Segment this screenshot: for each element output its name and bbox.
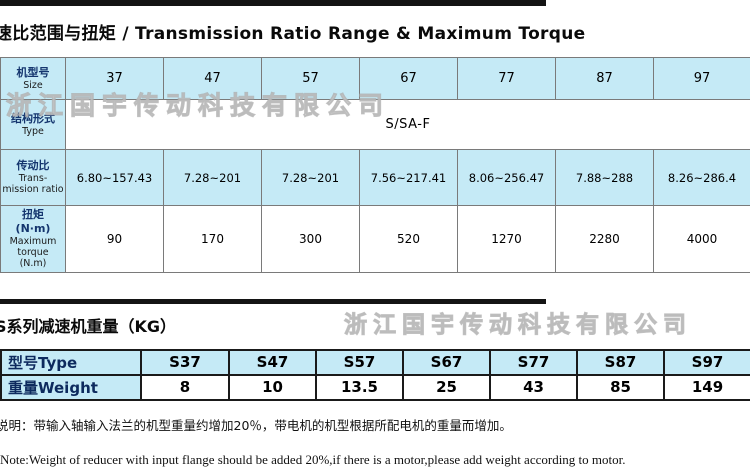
torque-value-cell: 1270 [458,206,556,273]
model-value-cell: S77 [490,350,577,375]
ratio-row-label: 传动比 Trans- mission ratio [1,150,66,206]
ratio-value-cell: 7.56~217.41 [360,150,458,206]
size-value-cell: 37 [66,58,164,100]
size-value-cell: 47 [164,58,262,100]
weight-value-cell: 43 [490,375,577,400]
ratio-value-cell: 8.06~256.47 [458,150,556,206]
torque-value-cell: 300 [262,206,360,273]
transmission-ratio-table: 机型号 Size 37 47 57 67 77 87 97 结构形式 Type … [0,57,750,273]
model-value-cell: S57 [316,350,403,375]
size-value-cell: 97 [654,58,750,100]
type-row-label: 结构形式 Type [1,100,66,150]
size-value-cell: 57 [262,58,360,100]
table-row: 传动比 Trans- mission ratio 6.80~157.43 7.2… [1,150,750,206]
weight-value-cell: 8 [141,375,229,400]
model-value-cell: S97 [664,350,750,375]
ratio-value-cell: 7.28~201 [164,150,262,206]
weight-value-cell: 25 [403,375,490,400]
page-title: 速比范围与扭矩 / Transmission Ratio Range & Max… [0,19,750,44]
torque-label-en-line2: (N.m) [2,258,64,269]
weight-value-cell: 85 [577,375,664,400]
torque-value-cell: 90 [66,206,164,273]
structure-type-value-cell: S/SA-F [66,100,750,150]
table-row: 型号Type S37 S47 S57 S67 S77 S87 S97 [1,350,750,375]
type-label-en: Type [2,126,64,137]
size-value-cell: 87 [556,58,654,100]
model-value-cell: S87 [577,350,664,375]
size-label-en: Size [2,80,64,91]
size-row-label: 机型号 Size [1,58,66,100]
size-value-cell: 67 [360,58,458,100]
ratio-label-en-line2: mission ratio [2,184,64,195]
table-row: 机型号 Size 37 47 57 67 77 87 97 [1,58,750,100]
table-row: 结构形式 Type S/SA-F [1,100,750,150]
torque-value-cell: 2280 [556,206,654,273]
torque-value-cell: 170 [164,206,262,273]
torque-label-unit: (N·m) [2,222,64,236]
note-english: Note:Weight of reducer with input flange… [0,452,750,468]
table-row: 扭矩 (N·m) Maximum torque (N.m) 90 170 300… [1,206,750,273]
model-value-cell: S67 [403,350,490,375]
size-value-cell: 77 [458,58,556,100]
torque-label-cn: 扭矩 [2,208,64,222]
top-divider-rule [0,0,546,6]
model-value-cell: S37 [141,350,229,375]
weight-row-label: 重量Weight [1,375,141,400]
torque-row-label: 扭矩 (N·m) Maximum torque (N.m) [1,206,66,273]
ratio-value-cell: 8.26~286.4 [654,150,750,206]
weight-table: 型号Type S37 S47 S57 S67 S77 S87 S97 重量Wei… [0,349,750,401]
ratio-label-en-line1: Trans- [2,173,64,184]
torque-value-cell: 4000 [654,206,750,273]
ratio-value-cell: 7.88~288 [556,150,654,206]
weight-section-title: S系列减速机重量（KG） [0,313,750,337]
weight-value-cell: 10 [229,375,316,400]
weight-value-cell: 13.5 [316,375,403,400]
torque-label-en-line1: Maximum torque [2,236,64,259]
ratio-value-cell: 7.28~201 [262,150,360,206]
model-row-label: 型号Type [1,350,141,375]
note-chinese: 说明：带输入轴输入法兰的机型重量约增加20％，带电机的机型根据所配电机的重量而增… [0,415,750,434]
weight-value-cell: 149 [664,375,750,400]
model-value-cell: S47 [229,350,316,375]
section-divider-rule [0,299,546,304]
table-row: 重量Weight 8 10 13.5 25 43 85 149 [1,375,750,400]
type-label-cn: 结构形式 [2,112,64,126]
torque-value-cell: 520 [360,206,458,273]
size-label-cn: 机型号 [2,66,64,80]
ratio-value-cell: 6.80~157.43 [66,150,164,206]
ratio-label-cn: 传动比 [2,159,64,173]
